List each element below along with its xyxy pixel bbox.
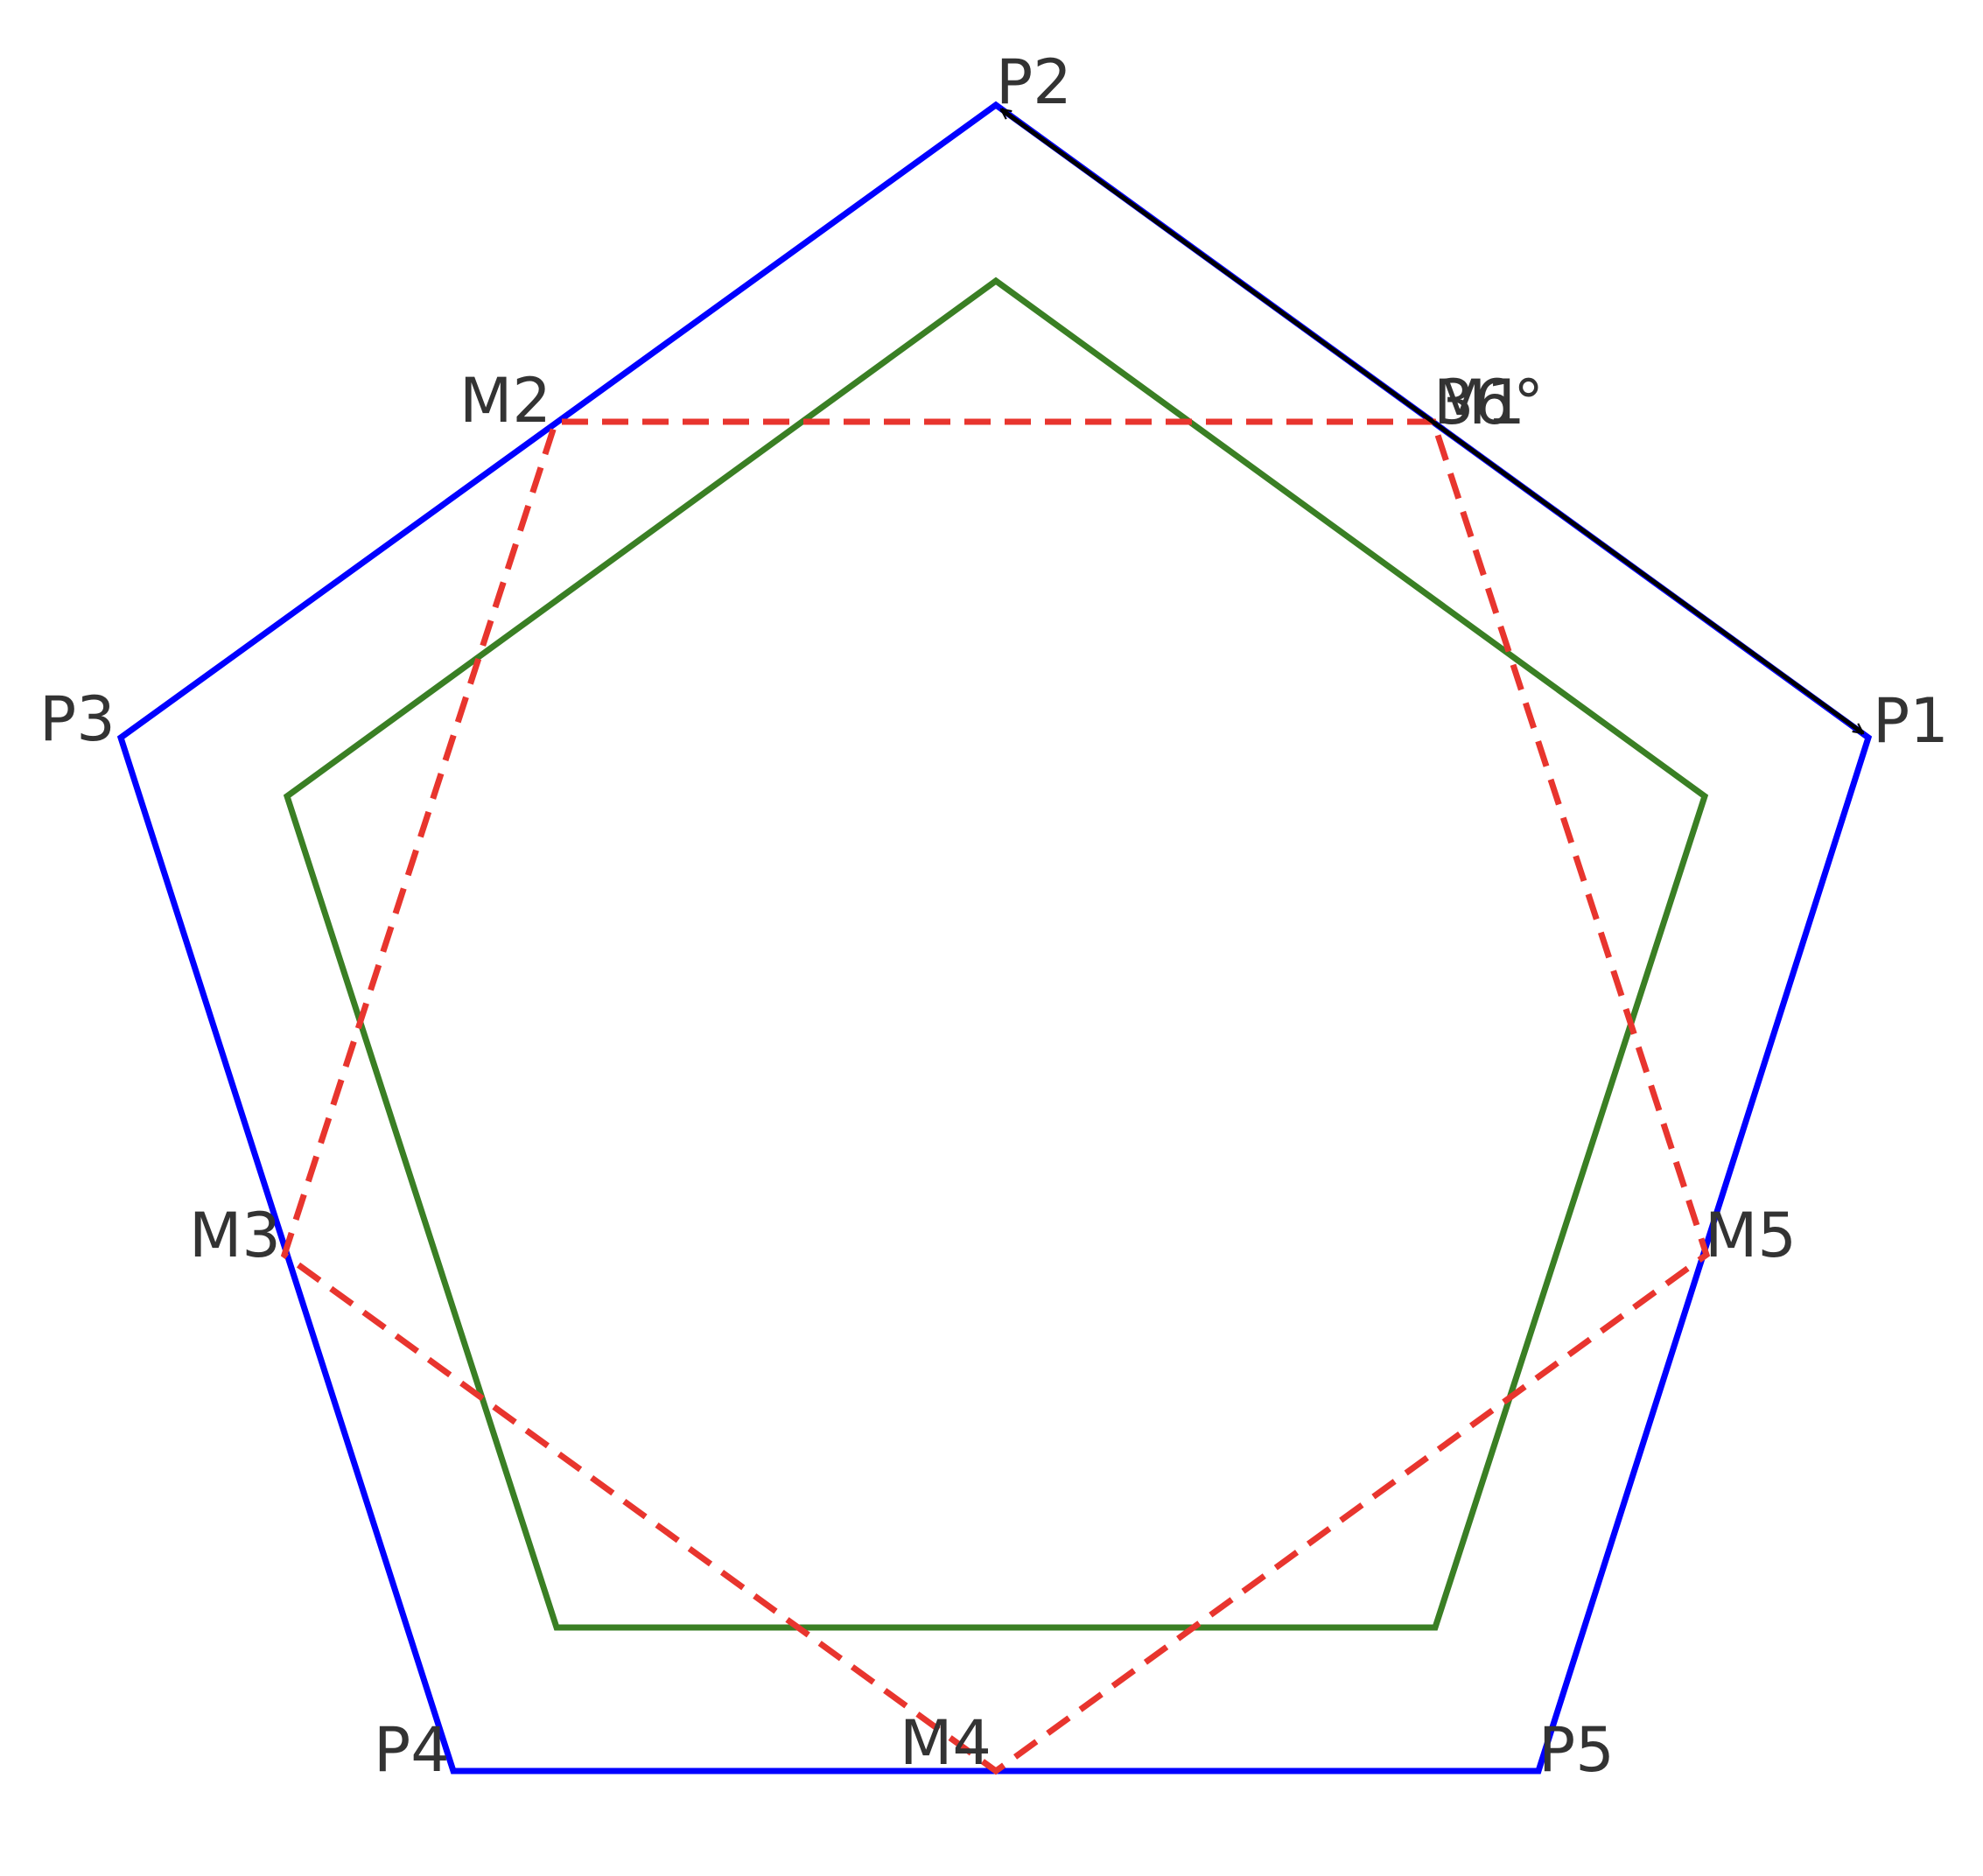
label-p3: P3 xyxy=(39,683,116,755)
label-m3: M3 xyxy=(189,1200,281,1271)
label-p1: P1 xyxy=(1873,685,1949,757)
outer-pentagon xyxy=(116,101,1873,1774)
label-angle: 36° xyxy=(1435,367,1544,438)
label-p4: P4 xyxy=(374,1714,450,1786)
midpoint-pentagon xyxy=(280,418,1711,1775)
label-p5: P5 xyxy=(1538,1714,1615,1786)
label-p2: P2 xyxy=(996,46,1072,118)
edge-arrow xyxy=(1001,107,1863,736)
label-m4: M4 xyxy=(900,1707,992,1779)
label-m5: M5 xyxy=(1705,1200,1797,1271)
inner-pentagon xyxy=(283,276,1709,1631)
label-m2: M2 xyxy=(459,365,551,437)
label-m1: M1 xyxy=(1433,367,1525,438)
